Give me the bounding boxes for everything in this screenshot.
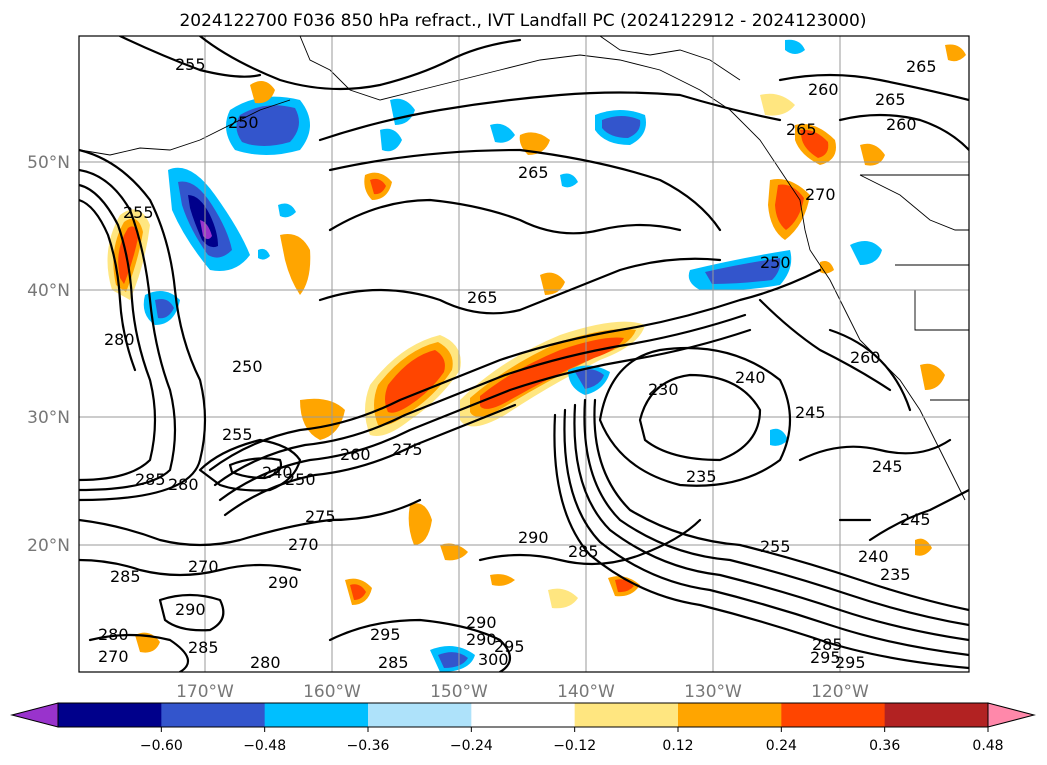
contour-label: 275 [305, 507, 336, 526]
contour-label: 270 [288, 535, 319, 554]
refractivity-contours [79, 36, 969, 672]
colorbar-cell [471, 703, 576, 727]
contour-label: 285 [135, 470, 166, 489]
contour-label: 285 [110, 567, 141, 586]
contour-label: 295 [494, 637, 525, 656]
contour-label: 230 [648, 380, 679, 399]
contour-label: 280 [250, 653, 281, 672]
colorbar-cell [368, 703, 472, 727]
contour-label: 250 [760, 253, 791, 272]
contour-label: 265 [467, 288, 498, 307]
lon-label-140w: 140°W [557, 682, 615, 702]
contour-label: 240 [262, 463, 293, 482]
colorbar-tick-label: −0.12 [553, 738, 596, 754]
contour-label: 290 [268, 573, 299, 592]
contour-label: 245 [872, 457, 903, 476]
colorbar-tick-label: 0.12 [662, 738, 693, 754]
contour-label: 270 [188, 557, 219, 576]
contour-label: 270 [98, 647, 129, 666]
colorbar-tick-label: −0.60 [140, 738, 183, 754]
contour-label: 260 [808, 80, 839, 99]
contour-label: 290 [466, 613, 497, 632]
contour-label: 270 [805, 185, 836, 204]
contour-label: 280 [104, 330, 135, 349]
contour-label: 235 [880, 565, 911, 584]
colorbar-cell [574, 703, 679, 727]
lon-label-120w: 120°W [811, 682, 869, 702]
lon-label-160w: 160°W [303, 682, 361, 702]
contour-label: 275 [392, 440, 423, 459]
contour-label: 260 [850, 348, 881, 367]
contour-label: 300 [478, 650, 509, 669]
contour-label: 295 [810, 648, 841, 667]
contour-label: 240 [858, 547, 889, 566]
colorbar-tick-label: 0.48 [972, 738, 1003, 754]
contour-label: 245 [900, 510, 931, 529]
lon-label-150w: 150°W [430, 682, 488, 702]
contour-label: 250 [228, 113, 259, 132]
contour-label: 285 [568, 542, 599, 561]
contour-label: 285 [378, 653, 409, 672]
colorbar-cell [161, 703, 266, 727]
colorbar-frame [57, 702, 989, 728]
colorbar-tick-label: −0.48 [243, 738, 286, 754]
lat-label-20: 20°N [27, 536, 70, 556]
contour-label: 250 [232, 357, 263, 376]
lon-label-130w: 130°W [684, 682, 742, 702]
colorbar-cell [781, 703, 886, 727]
contour-label: 250 [285, 470, 316, 489]
contour-label: 265 [786, 120, 817, 139]
contour-label: 285 [188, 638, 219, 657]
colorbar-extend-high [987, 702, 1036, 728]
map-frame [78, 35, 970, 673]
contour-label: 295 [370, 625, 401, 644]
colorbar-cell [58, 703, 162, 727]
colorbar-extend-low [10, 702, 59, 728]
longitude-labels: 170°W 160°W 150°W 140°W 130°W 120°W [176, 682, 869, 702]
latitude-labels: 50°N 40°N 30°N 20°N [27, 153, 70, 556]
contour-label: 295 [835, 653, 866, 672]
colorbar-tick-label: 0.24 [766, 738, 797, 754]
colorbar: −0.60 −0.48 −0.36 −0.24 −0.12 0.12 0.24 0.36 0.4… [10, 702, 1036, 754]
contour-label: 290 [466, 630, 497, 649]
contour-label: 290 [518, 528, 549, 547]
contour-label: 280 [168, 475, 199, 494]
map-title: 2024122700 F036 850 hPa refract., IVT La… [179, 11, 866, 31]
colorbar-cell [884, 703, 989, 727]
contour-label: 265 [906, 57, 937, 76]
contour-label: 265 [518, 163, 549, 182]
lat-label-30: 30°N [27, 408, 70, 428]
contour-label: 255 [222, 425, 253, 444]
contour-label: 285 [812, 635, 843, 654]
contour-label: 290 [175, 600, 206, 619]
colorbar-cell [264, 703, 369, 727]
colorbar-cell [678, 703, 782, 727]
contour-label: 255 [123, 203, 154, 222]
contour-label: 255 [760, 537, 791, 556]
contour-label: 235 [686, 467, 717, 486]
lat-label-50: 50°N [27, 153, 70, 173]
contour-label: 260 [340, 445, 371, 464]
colorbar-tick-label: −0.24 [450, 738, 493, 754]
contour-labels: 255 250 265 260 265 265 260 265 270 255 … [98, 55, 937, 672]
contour-label: 245 [795, 403, 826, 422]
contour-label: 280 [98, 625, 129, 644]
contour-label: 240 [735, 368, 766, 387]
lat-label-40: 40°N [27, 281, 70, 301]
gridlines [79, 36, 969, 672]
contour-label: 255 [175, 55, 206, 74]
lon-label-170w: 170°W [176, 682, 234, 702]
contour-label: 260 [886, 115, 917, 134]
colorbar-tick-label: −0.36 [347, 738, 390, 754]
map-area: 255 250 265 260 265 265 260 265 270 255 … [79, 36, 969, 672]
colorbar-tick-label: 0.36 [869, 738, 900, 754]
contour-label: 265 [875, 90, 906, 109]
